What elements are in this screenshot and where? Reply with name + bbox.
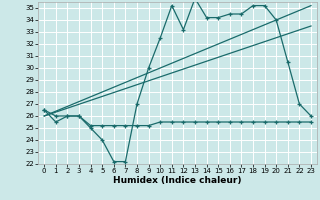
X-axis label: Humidex (Indice chaleur): Humidex (Indice chaleur) [113,176,242,185]
